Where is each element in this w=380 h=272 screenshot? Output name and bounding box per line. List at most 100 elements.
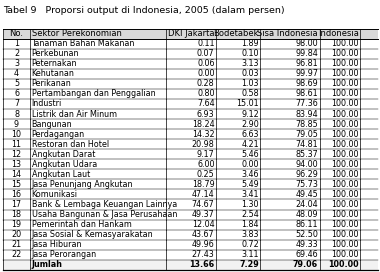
Text: 5.49: 5.49 <box>241 180 259 189</box>
Text: 100.00: 100.00 <box>331 110 359 119</box>
Text: 6.63: 6.63 <box>241 130 259 139</box>
Text: 2.90: 2.90 <box>241 120 259 129</box>
Text: Pemerintah dan Hankam: Pemerintah dan Hankam <box>32 220 131 229</box>
Text: 78.85: 78.85 <box>295 120 318 129</box>
Text: 100.00: 100.00 <box>331 150 359 159</box>
Text: 1.89: 1.89 <box>241 39 259 48</box>
Text: 3.13: 3.13 <box>241 59 259 68</box>
Text: 100.00: 100.00 <box>331 170 359 179</box>
Text: 75.73: 75.73 <box>295 180 318 189</box>
Text: 100.00: 100.00 <box>331 190 359 199</box>
Text: 6.00: 6.00 <box>197 160 215 169</box>
Text: Bank & Lembaga Keuangan Lainnya: Bank & Lembaga Keuangan Lainnya <box>32 200 177 209</box>
Text: 100.00: 100.00 <box>331 79 359 88</box>
Text: 18.24: 18.24 <box>192 120 215 129</box>
Text: 74.81: 74.81 <box>295 140 318 149</box>
Text: Restoran dan Hotel: Restoran dan Hotel <box>32 140 109 149</box>
Text: 99.97: 99.97 <box>295 69 318 78</box>
Text: 100.00: 100.00 <box>331 250 359 259</box>
Text: Jasa Penunjang Angkutan: Jasa Penunjang Angkutan <box>32 180 133 189</box>
Text: 1.84: 1.84 <box>241 220 259 229</box>
Text: 7: 7 <box>14 100 19 109</box>
Text: 5: 5 <box>14 79 19 88</box>
Text: Tanaman Bahan Makanan: Tanaman Bahan Makanan <box>32 39 135 48</box>
Text: Usaha Bangunan & Jasa Perusahaan: Usaha Bangunan & Jasa Perusahaan <box>32 210 177 219</box>
Text: 100.00: 100.00 <box>331 200 359 209</box>
Text: Bodetabek: Bodetabek <box>213 29 259 38</box>
Text: 7.64: 7.64 <box>197 100 215 109</box>
Text: 1.30: 1.30 <box>241 200 259 209</box>
Text: Angkutan Darat: Angkutan Darat <box>32 150 95 159</box>
Text: 0.03: 0.03 <box>241 69 259 78</box>
Text: 15: 15 <box>11 180 22 189</box>
Text: 3.41: 3.41 <box>241 190 259 199</box>
Text: 83.94: 83.94 <box>295 110 318 119</box>
Text: Industri: Industri <box>32 100 62 109</box>
Text: 100.00: 100.00 <box>331 100 359 109</box>
Text: 99.84: 99.84 <box>295 49 318 58</box>
Text: Perkebunan: Perkebunan <box>32 49 79 58</box>
Text: 9: 9 <box>14 120 19 129</box>
Text: 100.00: 100.00 <box>331 59 359 68</box>
Text: Jasa Perorangan: Jasa Perorangan <box>32 250 97 259</box>
Text: 0.10: 0.10 <box>241 49 259 58</box>
Text: 3.46: 3.46 <box>241 170 259 179</box>
Text: 0.72: 0.72 <box>241 240 259 249</box>
Text: 79.05: 79.05 <box>295 130 318 139</box>
Text: 21: 21 <box>11 240 22 249</box>
Text: 100.00: 100.00 <box>331 160 359 169</box>
Text: 20.98: 20.98 <box>192 140 215 149</box>
Text: 100.00: 100.00 <box>331 140 359 149</box>
Text: Jasa Hiburan: Jasa Hiburan <box>32 240 82 249</box>
Text: 100.00: 100.00 <box>331 69 359 78</box>
Text: 0.07: 0.07 <box>197 49 215 58</box>
Text: 94.00: 94.00 <box>295 160 318 169</box>
Text: 0.06: 0.06 <box>197 59 215 68</box>
Text: 49.96: 49.96 <box>192 240 215 249</box>
Text: 100.00: 100.00 <box>331 49 359 58</box>
Text: Jumlah: Jumlah <box>32 260 63 269</box>
Text: 3.83: 3.83 <box>241 230 259 239</box>
Text: 8: 8 <box>14 110 19 119</box>
Text: 22: 22 <box>11 250 22 259</box>
Text: Sisa Indonesia: Sisa Indonesia <box>257 29 318 38</box>
Text: Listrik dan Air Minum: Listrik dan Air Minum <box>32 110 117 119</box>
Text: 3: 3 <box>14 59 19 68</box>
Text: 98.00: 98.00 <box>295 39 318 48</box>
Text: 7.29: 7.29 <box>239 260 259 269</box>
Text: 0.80: 0.80 <box>197 89 215 98</box>
Text: Komunikasi: Komunikasi <box>32 190 78 199</box>
Text: 4: 4 <box>14 69 19 78</box>
Text: 1.03: 1.03 <box>241 79 259 88</box>
Text: 52.50: 52.50 <box>295 230 318 239</box>
Text: 18: 18 <box>11 210 22 219</box>
Text: 1: 1 <box>14 39 19 48</box>
Text: 49.37: 49.37 <box>192 210 215 219</box>
Text: Tabel 9   Proporsi output di Indonesia, 2005 (dalam persen): Tabel 9 Proporsi output di Indonesia, 20… <box>3 6 285 15</box>
Text: 79.06: 79.06 <box>293 260 318 269</box>
Text: 96.29: 96.29 <box>295 170 318 179</box>
Text: Angkutan Laut: Angkutan Laut <box>32 170 90 179</box>
Text: 85.37: 85.37 <box>295 150 318 159</box>
Text: Sektor Perekonomian: Sektor Perekonomian <box>32 29 122 38</box>
Text: Jasa Sosial & Kemasyarakatan: Jasa Sosial & Kemasyarakatan <box>32 230 153 239</box>
Text: 12: 12 <box>11 150 22 159</box>
Text: 69.46: 69.46 <box>295 250 318 259</box>
Text: 17: 17 <box>11 200 22 209</box>
Text: 77.36: 77.36 <box>295 100 318 109</box>
Text: 27.43: 27.43 <box>192 250 215 259</box>
Text: 4.21: 4.21 <box>241 140 259 149</box>
Text: 0.00: 0.00 <box>241 160 259 169</box>
Text: Pertambangan dan Penggalian: Pertambangan dan Penggalian <box>32 89 155 98</box>
Text: 96.81: 96.81 <box>295 59 318 68</box>
Text: 49.33: 49.33 <box>295 240 318 249</box>
Text: 74.67: 74.67 <box>192 200 215 209</box>
Text: 100.00: 100.00 <box>331 39 359 48</box>
Text: 98.61: 98.61 <box>295 89 318 98</box>
Text: 0.58: 0.58 <box>241 89 259 98</box>
Text: 48.09: 48.09 <box>295 210 318 219</box>
Text: 13: 13 <box>11 160 22 169</box>
Text: 2: 2 <box>14 49 19 58</box>
Text: 10: 10 <box>11 130 22 139</box>
Text: 100.00: 100.00 <box>331 240 359 249</box>
